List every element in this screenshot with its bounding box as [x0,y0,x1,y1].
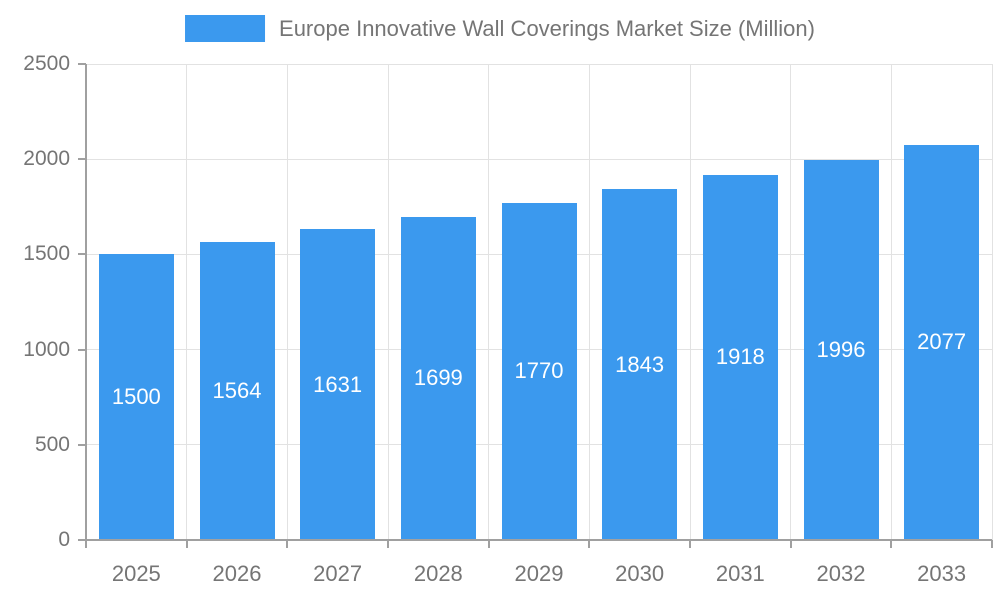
bar-value-label: 2077 [917,329,967,355]
bar [501,202,577,540]
v-gridline [790,64,792,540]
bar [904,144,980,540]
y-tick-label: 2500 [23,52,70,75]
y-tick [78,253,86,256]
y-tick-label: 1000 [23,337,70,361]
bar-value-label: 1996 [816,336,866,362]
legend: Europe Innovative Wall Coverings Market … [185,15,815,42]
y-axis-line [85,64,87,540]
x-tick-label: 2026 [212,561,262,586]
bar [702,174,778,540]
v-gridline [689,64,691,540]
x-tick [588,540,591,548]
bar-value-label: 1631 [313,371,363,397]
x-tick [789,540,792,548]
bar-value-label: 1699 [413,365,463,391]
x-tick [185,540,188,548]
x-tick [991,540,993,548]
x-tick-label: 2033 [917,561,967,586]
legend-label: Europe Innovative Wall Coverings Market … [279,15,815,41]
bar [602,189,678,540]
legend-swatch [185,15,266,42]
x-tick-label: 2025 [111,561,161,586]
bar-value-label: 1770 [514,358,564,384]
x-tick [286,540,289,548]
bar [300,229,376,540]
y-tick-label: 2000 [23,147,70,171]
y-tick-label: 0 [58,528,70,551]
x-tick [890,540,893,548]
x-axis-line [86,539,992,541]
y-tick-label: 1500 [23,242,70,266]
x-tick-label: 2027 [313,561,363,586]
x-tick-label: 2029 [514,561,564,586]
y-tick [78,443,86,446]
x-tick-label: 2031 [715,561,765,586]
bar-value-label: 1564 [212,378,262,404]
v-gridline [588,64,590,540]
x-tick [387,540,389,548]
bar-value-label: 1500 [111,384,161,410]
h-gridline [86,63,992,65]
bar-value-label: 1843 [615,351,665,377]
bar [400,216,476,540]
x-tick [487,540,490,548]
y-tick-label: 500 [34,432,70,456]
bar [98,254,174,540]
x-tick [689,540,691,548]
y-tick [78,63,86,65]
bar [803,159,879,540]
v-gridline [186,64,188,540]
v-gridline [387,64,389,540]
v-gridline [991,64,993,540]
y-tick [78,348,86,351]
bar-value-label: 1918 [715,344,765,370]
x-tick-label: 2028 [413,561,463,586]
v-gridline [286,64,288,540]
h-gridline [86,158,992,160]
v-gridline [488,64,490,540]
v-gridline [890,64,892,540]
x-tick-label: 2030 [615,561,665,586]
x-tick [85,540,87,548]
bar [199,242,275,540]
x-tick-label: 2032 [816,561,866,586]
y-tick [78,158,86,161]
y-tick [78,539,86,541]
